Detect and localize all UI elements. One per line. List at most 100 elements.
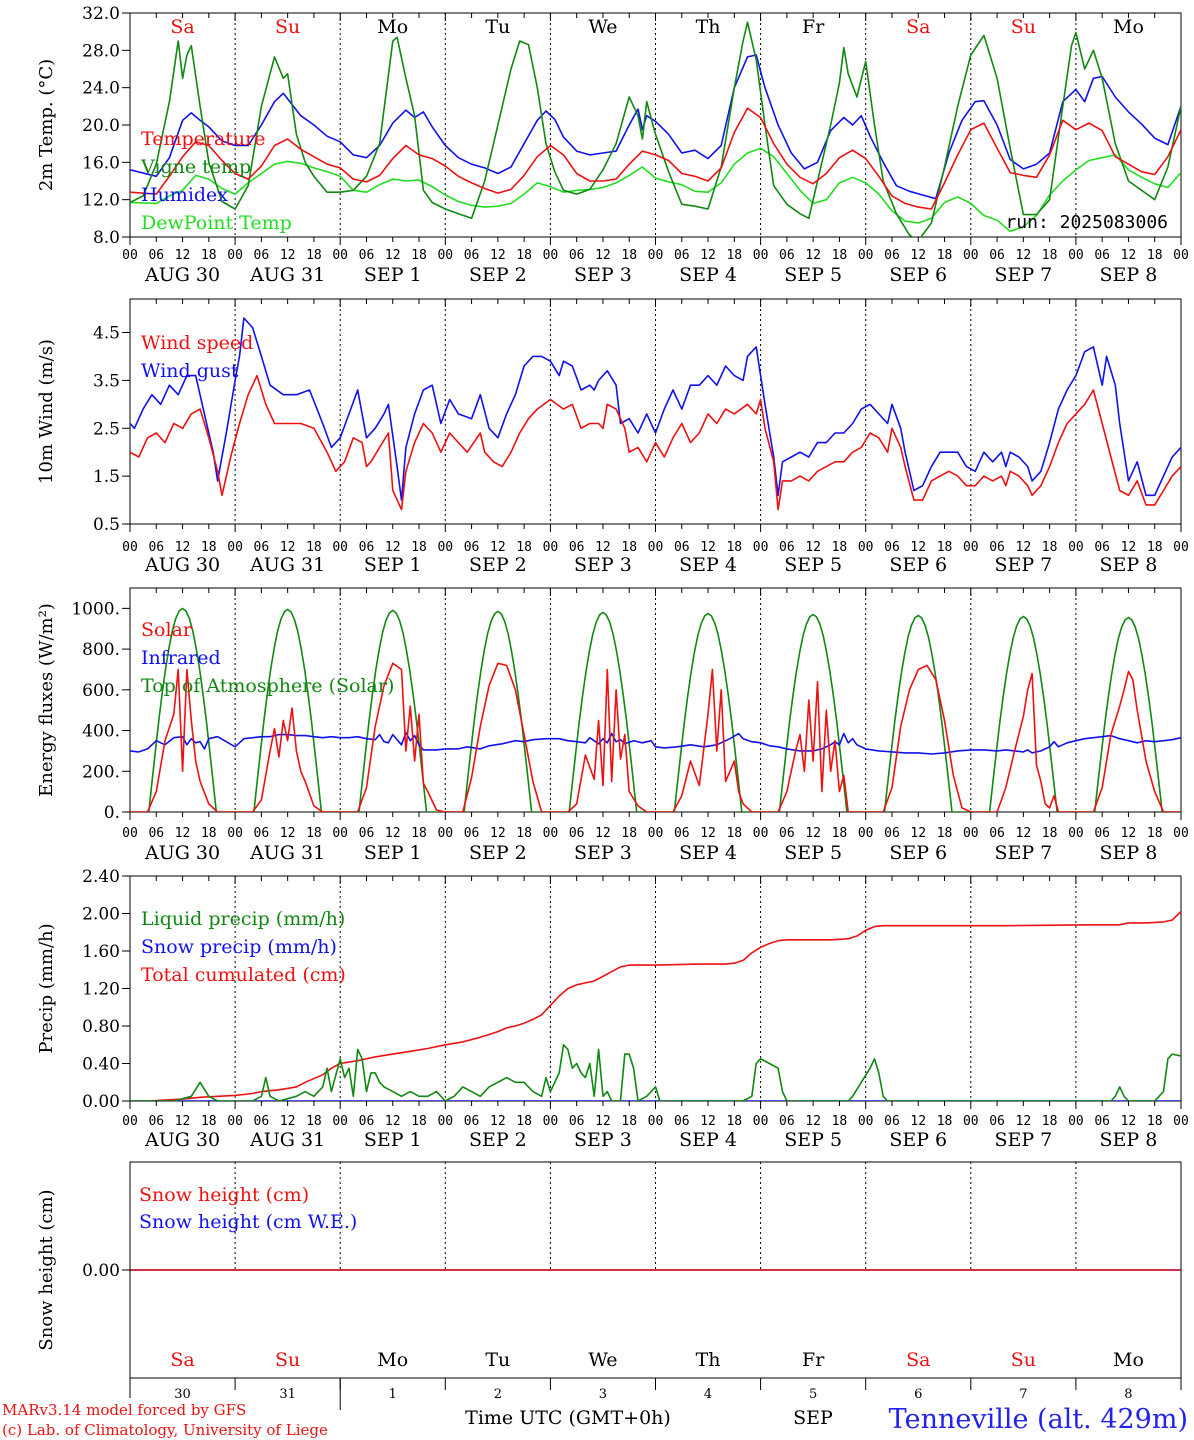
y-tick-label: 20.0	[82, 116, 120, 136]
run-label: run: 2025083006	[1005, 212, 1168, 233]
hour-label: 18	[411, 1114, 427, 1129]
date-label: SEP 3	[574, 842, 632, 864]
hour-label: 00	[437, 826, 453, 841]
hour-label: 00	[753, 248, 769, 263]
footer-copyright: (c) Lab. of Climatology, University of L…	[2, 1421, 328, 1439]
hour-label: 00	[227, 826, 243, 841]
station-name: Tenneville (alt. 429m)	[889, 1404, 1188, 1435]
legend-entry: Total cumulated (cm)	[141, 964, 346, 986]
hour-label: 06	[779, 1114, 795, 1129]
y-tick-label: 200.	[82, 762, 120, 782]
hour-label: 06	[359, 826, 375, 841]
y-tick-label: 28.0	[82, 41, 120, 61]
hour-label: 12	[1016, 1114, 1032, 1129]
series-group	[130, 607, 1181, 812]
hour-label: 06	[779, 540, 795, 555]
hour-label: 06	[1094, 826, 1110, 841]
day-number: 5	[809, 1387, 817, 1402]
hour-label: 06	[989, 826, 1005, 841]
series-line-dewpoint-temp	[130, 147, 1181, 233]
date-label: SEP 4	[679, 554, 737, 576]
hour-label: 12	[280, 248, 296, 263]
hour-label: 00	[227, 248, 243, 263]
hour-label: 00	[963, 826, 979, 841]
hour-label: 00	[648, 826, 664, 841]
legend-entry: Humidex	[141, 184, 228, 206]
hour-label: 00	[648, 540, 664, 555]
y-tick-label: 0.5	[93, 515, 120, 535]
series-group	[130, 911, 1181, 1101]
legend-entry: Wind speed	[141, 332, 253, 354]
day-number: 4	[704, 1387, 712, 1402]
hour-label: 12	[805, 248, 821, 263]
hour-label: 18	[306, 1114, 322, 1129]
date-label: SEP 3	[574, 554, 632, 576]
hour-label: 18	[937, 540, 953, 555]
hour-label: 18	[201, 826, 217, 841]
weekday-label-bottom: Th	[696, 1349, 721, 1371]
hour-label: 18	[1147, 826, 1163, 841]
hour-label: 00	[648, 248, 664, 263]
hour-label: 06	[569, 540, 585, 555]
hour-label: 06	[779, 826, 795, 841]
hour-label: 18	[1042, 540, 1058, 555]
hour-label: 18	[621, 826, 637, 841]
hour-label: 18	[201, 1114, 217, 1129]
hour-label: 00	[858, 826, 874, 841]
hour-label: 06	[884, 248, 900, 263]
hour-label: 00	[543, 1114, 559, 1129]
hour-label: 12	[910, 826, 926, 841]
series-line-solar	[130, 662, 1181, 812]
y-tick-label: 1000.	[71, 599, 120, 619]
weekday-label-bottom: Mo	[1113, 1349, 1144, 1371]
date-label: SEP 8	[1100, 554, 1158, 576]
date-label: SEP 7	[994, 1129, 1052, 1151]
y-tick-label: 400.	[82, 722, 120, 742]
y-tick-label: 0.	[104, 803, 120, 823]
hour-label: 12	[700, 540, 716, 555]
hour-label: 12	[805, 1114, 821, 1129]
hour-label: 12	[700, 826, 716, 841]
hour-label: 12	[280, 540, 296, 555]
hour-label: 06	[1094, 248, 1110, 263]
y-tick-label: 8.0	[93, 228, 120, 248]
hour-label: 00	[963, 540, 979, 555]
date-label: SEP 5	[784, 554, 842, 576]
footer-model: MARv3.14 model forced by GFS	[2, 1401, 246, 1419]
hour-label: 12	[385, 540, 401, 555]
date-label: SEP 2	[469, 264, 527, 286]
panel-2: 0.5 1.5 2.5 3.5 4.5 10m Wind (m/s) 00 06 12 18 00 0…	[36, 298, 1189, 576]
month-label: SEP	[793, 1407, 833, 1429]
hour-label: 12	[385, 1114, 401, 1129]
hour-label: 06	[148, 1114, 164, 1129]
date-label: SEP 5	[784, 264, 842, 286]
hour-label: 06	[148, 248, 164, 263]
hour-label: 00	[858, 248, 874, 263]
y-tick-label: 800.	[82, 640, 120, 660]
y-axis-label: 10m Wind (m/s)	[36, 339, 57, 484]
panel-3: 0. 200. 400. 600. 800. 1000. Energy fluxes (W/…	[36, 587, 1189, 864]
y-tick-label: 1.60	[82, 942, 120, 962]
date-label: SEP 7	[994, 554, 1052, 576]
date-label: SEP 2	[469, 1129, 527, 1151]
y-tick-label: 0.40	[82, 1055, 120, 1075]
date-label: SEP 6	[889, 1129, 947, 1151]
hour-label: 18	[411, 826, 427, 841]
hour-label: 00	[122, 826, 138, 841]
hour-label: 12	[910, 1114, 926, 1129]
series-line-wind-gust	[130, 317, 1181, 501]
legend-entry: Liquid precip (mm/h)	[141, 908, 345, 930]
hour-label: 06	[359, 248, 375, 263]
hour-label: 06	[148, 826, 164, 841]
hour-label: 06	[1094, 540, 1110, 555]
date-label: SEP 4	[679, 842, 737, 864]
hour-label: 06	[254, 540, 270, 555]
date-label: AUG 31	[249, 554, 325, 576]
hour-label: 18	[1042, 1114, 1058, 1129]
date-label: SEP 6	[889, 554, 947, 576]
hour-label: 12	[175, 1114, 191, 1129]
hour-label: 06	[148, 540, 164, 555]
hour-label: 00	[437, 540, 453, 555]
hour-label: 12	[175, 540, 191, 555]
hour-label: 00	[227, 1114, 243, 1129]
